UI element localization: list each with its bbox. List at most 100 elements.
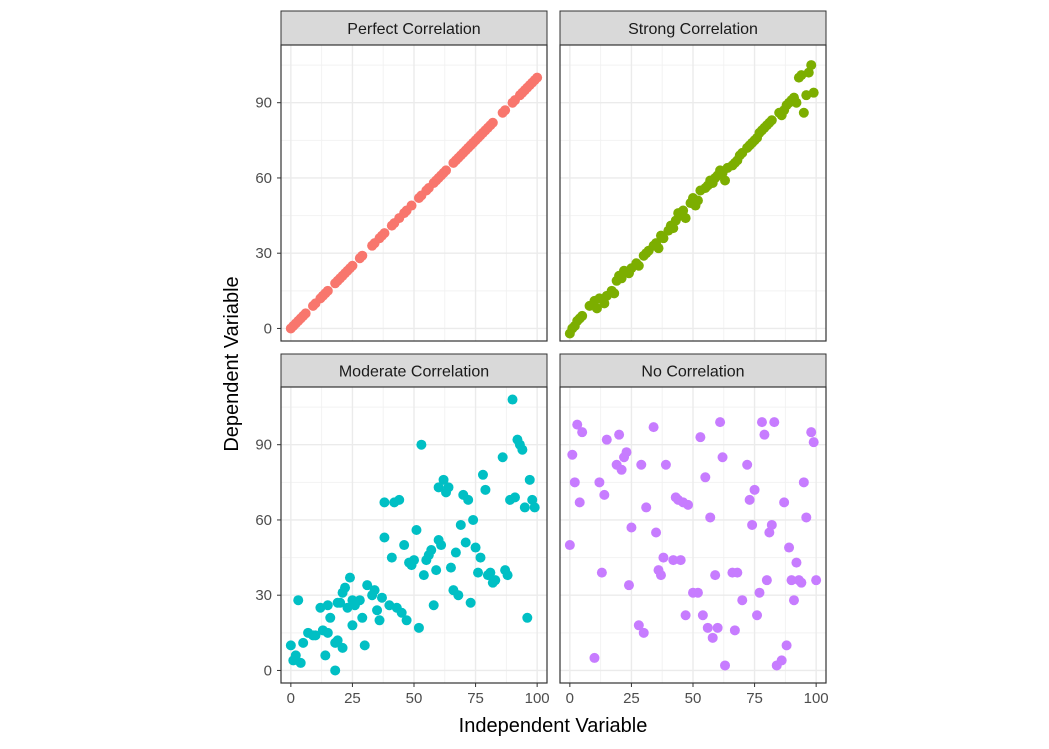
data-point	[470, 542, 481, 553]
data-point	[720, 660, 731, 671]
data-point	[524, 474, 535, 485]
data-point	[806, 427, 817, 438]
data-point	[648, 422, 659, 433]
data-point	[401, 615, 412, 626]
data-point	[577, 427, 588, 438]
x-tick-label: 50	[406, 690, 423, 707]
data-point	[379, 532, 390, 543]
data-point	[697, 610, 708, 621]
data-point	[322, 285, 333, 296]
data-point	[475, 552, 486, 563]
data-point	[747, 519, 758, 530]
data-point	[433, 482, 444, 493]
data-point	[678, 205, 689, 216]
data-point	[290, 650, 301, 661]
data-point	[732, 567, 743, 578]
data-point	[574, 497, 585, 508]
facet-strip-label: No Correlation	[641, 364, 744, 381]
data-point	[300, 308, 311, 319]
facet-panel-strong: Strong Correlation	[559, 10, 827, 342]
data-point	[715, 417, 726, 428]
data-point	[406, 200, 417, 211]
data-point	[502, 570, 513, 581]
data-point	[749, 484, 760, 495]
data-point	[426, 545, 437, 556]
x-tick-label: 50	[685, 690, 702, 707]
data-point	[616, 273, 627, 284]
data-point	[399, 540, 410, 551]
data-point	[626, 522, 637, 533]
data-point	[720, 175, 731, 186]
data-point	[808, 87, 819, 98]
data-point	[811, 575, 822, 586]
data-point	[717, 452, 728, 463]
y-tick-label: 30	[255, 245, 272, 262]
data-point	[413, 622, 424, 633]
data-point	[379, 228, 390, 239]
x-tick-label: 0	[566, 690, 574, 707]
data-point	[332, 597, 343, 608]
data-point	[761, 575, 772, 586]
data-point	[359, 640, 370, 651]
data-point	[641, 502, 652, 513]
x-tick-label: 75	[746, 690, 763, 707]
data-point	[651, 527, 662, 538]
data-point	[729, 625, 740, 636]
data-point	[683, 499, 694, 510]
data-point	[519, 502, 530, 513]
data-point	[487, 117, 498, 128]
data-point	[660, 459, 671, 470]
data-point	[752, 610, 763, 621]
data-point	[658, 233, 669, 244]
x-tick-label: 0	[287, 690, 295, 707]
data-point	[330, 637, 341, 648]
data-point	[436, 540, 447, 551]
data-point	[680, 610, 691, 621]
y-tick-label: 60	[255, 170, 272, 187]
data-point	[658, 552, 669, 563]
data-point	[680, 213, 691, 224]
data-point	[710, 570, 721, 581]
data-point	[653, 243, 664, 254]
data-point	[322, 627, 333, 638]
data-point	[455, 519, 466, 530]
y-tick-label: 90	[255, 95, 272, 112]
data-point	[409, 555, 419, 566]
data-point	[347, 260, 358, 271]
x-axis-title: Independent Variable	[459, 715, 648, 737]
data-point	[742, 459, 753, 470]
data-point	[764, 527, 775, 538]
data-point	[737, 595, 748, 606]
data-point	[601, 434, 612, 445]
data-point	[357, 612, 368, 623]
data-point	[509, 492, 520, 503]
data-point	[529, 502, 540, 513]
data-point	[389, 497, 400, 508]
data-point	[322, 600, 333, 611]
data-point	[744, 494, 755, 505]
data-point	[320, 650, 331, 661]
data-point	[468, 514, 479, 525]
facet-panel-none: No Correlation 0 25 50 75 100	[559, 353, 829, 707]
data-point	[702, 622, 713, 633]
y-tick-label: 60	[255, 512, 272, 529]
data-point	[599, 489, 610, 500]
data-point	[367, 590, 378, 601]
x-tick-label: 25	[623, 690, 640, 707]
data-point	[567, 449, 578, 460]
data-point	[295, 657, 306, 668]
data-point	[386, 552, 397, 563]
data-point	[453, 590, 464, 601]
data-point	[692, 587, 703, 598]
data-point	[416, 439, 427, 450]
facet-strip	[559, 10, 827, 46]
data-point	[621, 447, 632, 458]
data-point	[616, 464, 627, 475]
x-tick-label: 75	[467, 690, 484, 707]
data-point	[638, 627, 649, 638]
data-point	[431, 565, 442, 576]
data-point	[372, 605, 383, 616]
data-point	[801, 512, 812, 523]
data-point	[411, 524, 422, 535]
